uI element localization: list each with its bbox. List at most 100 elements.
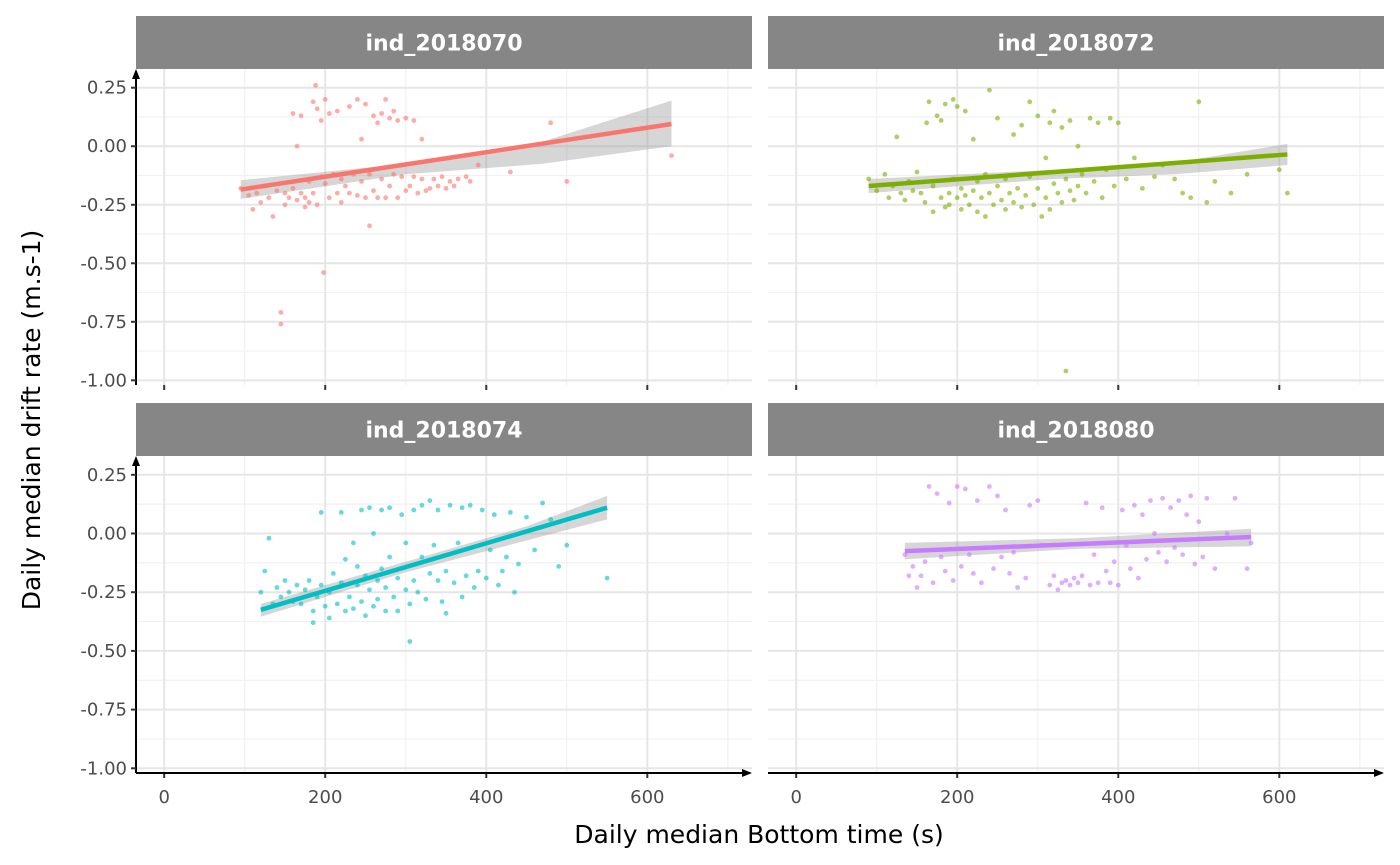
- data-point: [564, 179, 570, 184]
- data-point: [435, 578, 441, 583]
- data-point: [970, 571, 976, 576]
- data-point: [411, 578, 417, 583]
- data-point: [950, 97, 956, 102]
- data-point: [1075, 183, 1081, 189]
- data-point: [1099, 195, 1105, 201]
- data-point: [1276, 167, 1282, 173]
- data-point: [1119, 507, 1125, 513]
- x-tick-label: 600: [1262, 787, 1296, 808]
- data-point: [294, 143, 300, 149]
- y-axis-arrow: [132, 69, 140, 79]
- strip-header: [136, 16, 752, 69]
- data-point: [407, 183, 413, 189]
- data-point: [1111, 559, 1117, 565]
- data-point: [930, 580, 936, 586]
- data-point: [423, 596, 429, 602]
- data-point: [926, 484, 932, 489]
- data-point: [314, 202, 320, 208]
- data-point: [1019, 122, 1024, 128]
- data-point: [371, 113, 376, 119]
- data-point: [1063, 176, 1069, 182]
- regression-line: [904, 534, 1252, 554]
- regression-line: [240, 121, 672, 192]
- data-point: [1059, 200, 1065, 205]
- data-point: [343, 183, 348, 189]
- data-point: [1091, 552, 1097, 557]
- data-point: [274, 188, 280, 194]
- data-point: [379, 507, 384, 513]
- data-point: [942, 568, 948, 574]
- data-point: [983, 214, 988, 219]
- data-point: [508, 510, 513, 515]
- data-point: [274, 585, 280, 590]
- data-point: [379, 176, 384, 182]
- data-point: [367, 223, 372, 229]
- data-point: [512, 589, 517, 595]
- panel-ind_2018080: ind_2018080 0 200 400 600: [768, 403, 1384, 808]
- data-point: [970, 188, 976, 194]
- data-point: [403, 188, 409, 194]
- data-point: [326, 615, 332, 621]
- data-point: [427, 571, 433, 576]
- strip-label: ind_2018080: [997, 419, 1154, 444]
- data-point: [999, 554, 1004, 560]
- data-point: [1051, 573, 1057, 579]
- data-point: [338, 510, 344, 515]
- x-axis-title: Daily median Bottom time (s): [574, 820, 943, 849]
- data-point: [431, 542, 437, 548]
- data-point: [347, 594, 352, 600]
- data-point: [1059, 580, 1065, 586]
- data-point: [1083, 500, 1089, 506]
- x-tick-label: 0: [790, 787, 801, 808]
- data-point: [359, 179, 364, 184]
- data-point: [894, 134, 900, 140]
- data-point: [306, 578, 312, 583]
- data-point: [411, 174, 417, 180]
- data-point: [359, 136, 364, 142]
- data-point: [918, 573, 924, 579]
- data-point: [1095, 120, 1101, 126]
- data-point: [371, 531, 376, 536]
- data-point: [343, 608, 348, 614]
- y-tick-label: 0.25: [87, 78, 127, 99]
- data-point: [1107, 115, 1113, 121]
- data-point: [1248, 540, 1254, 546]
- data-point: [431, 176, 437, 182]
- data-point: [1039, 214, 1045, 219]
- data-point: [467, 179, 473, 184]
- data-point: [995, 493, 1000, 499]
- data-point: [334, 190, 340, 196]
- data-point: [1204, 200, 1210, 205]
- x-axis-arrow: [1374, 769, 1384, 777]
- data-point: [1140, 512, 1145, 518]
- data-point: [922, 559, 928, 565]
- data-point: [938, 118, 944, 123]
- data-point: [524, 514, 529, 520]
- data-point: [359, 507, 364, 513]
- data-point: [282, 190, 288, 196]
- data-point: [966, 552, 972, 557]
- data-point: [395, 575, 401, 581]
- data-point: [946, 500, 952, 506]
- data-point: [326, 111, 332, 116]
- data-point: [991, 202, 996, 208]
- data-point: [975, 179, 980, 184]
- data-point: [298, 113, 304, 119]
- data-point: [298, 190, 304, 196]
- data-point: [1083, 190, 1089, 196]
- data-point: [310, 620, 316, 626]
- data-point: [321, 270, 326, 275]
- data-point: [1067, 188, 1073, 194]
- data-point: [290, 111, 296, 116]
- data-point: [1180, 190, 1186, 196]
- data-point: [371, 188, 376, 194]
- data-point: [298, 601, 304, 607]
- data-point: [330, 571, 336, 576]
- data-point: [1140, 186, 1145, 191]
- data-point: [886, 195, 892, 201]
- panel-ind_2018070: ind_2018070 0.25 0.00 -0.25 -0.50 -0.75 -1.00: [80, 16, 752, 391]
- data-point: [395, 195, 401, 201]
- data-point: [1164, 559, 1169, 565]
- x-tick-label: 400: [1101, 787, 1135, 808]
- data-point: [954, 484, 960, 489]
